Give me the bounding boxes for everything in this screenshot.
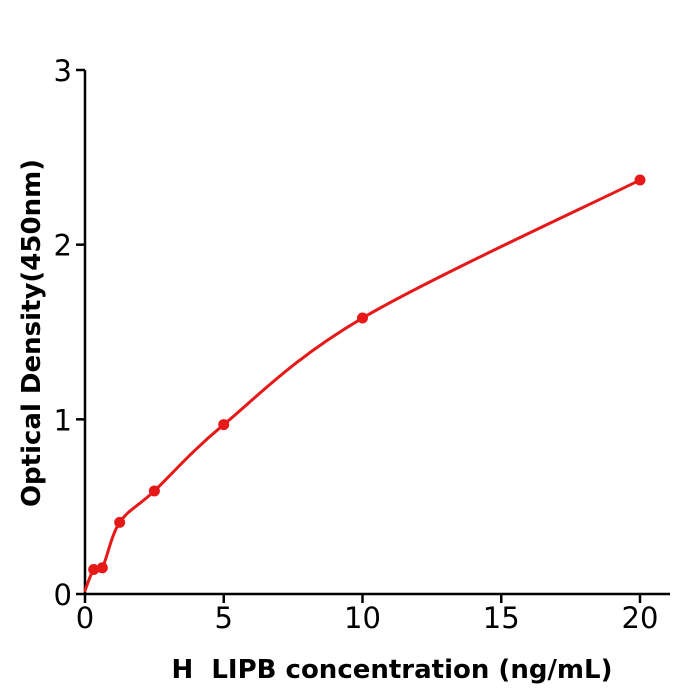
y-tick-label: 0 <box>54 578 72 612</box>
x-tick-label: 20 <box>622 601 659 635</box>
x-tick-label: 15 <box>483 601 520 635</box>
x-tick-label: 5 <box>215 601 233 635</box>
y-axis-title: Optical Density(450nm) <box>17 159 47 507</box>
y-tick-label: 3 <box>54 54 72 88</box>
x-tick-label: 0 <box>76 601 94 635</box>
data-point-marker <box>88 564 100 576</box>
x-axis-title: H LIPB concentration (ng/mL) <box>172 655 613 685</box>
data-point-marker <box>634 174 646 186</box>
fit-curve-line <box>83 178 642 593</box>
data-point-marker <box>114 516 126 528</box>
x-tick-label: 10 <box>344 601 381 635</box>
data-point-marker <box>357 312 368 324</box>
data-point-marker <box>148 485 160 497</box>
y-tick-label: 2 <box>54 229 72 263</box>
y-tick-label: 1 <box>54 403 72 437</box>
data-point-marker <box>96 562 108 574</box>
data-point-marker <box>218 419 230 431</box>
